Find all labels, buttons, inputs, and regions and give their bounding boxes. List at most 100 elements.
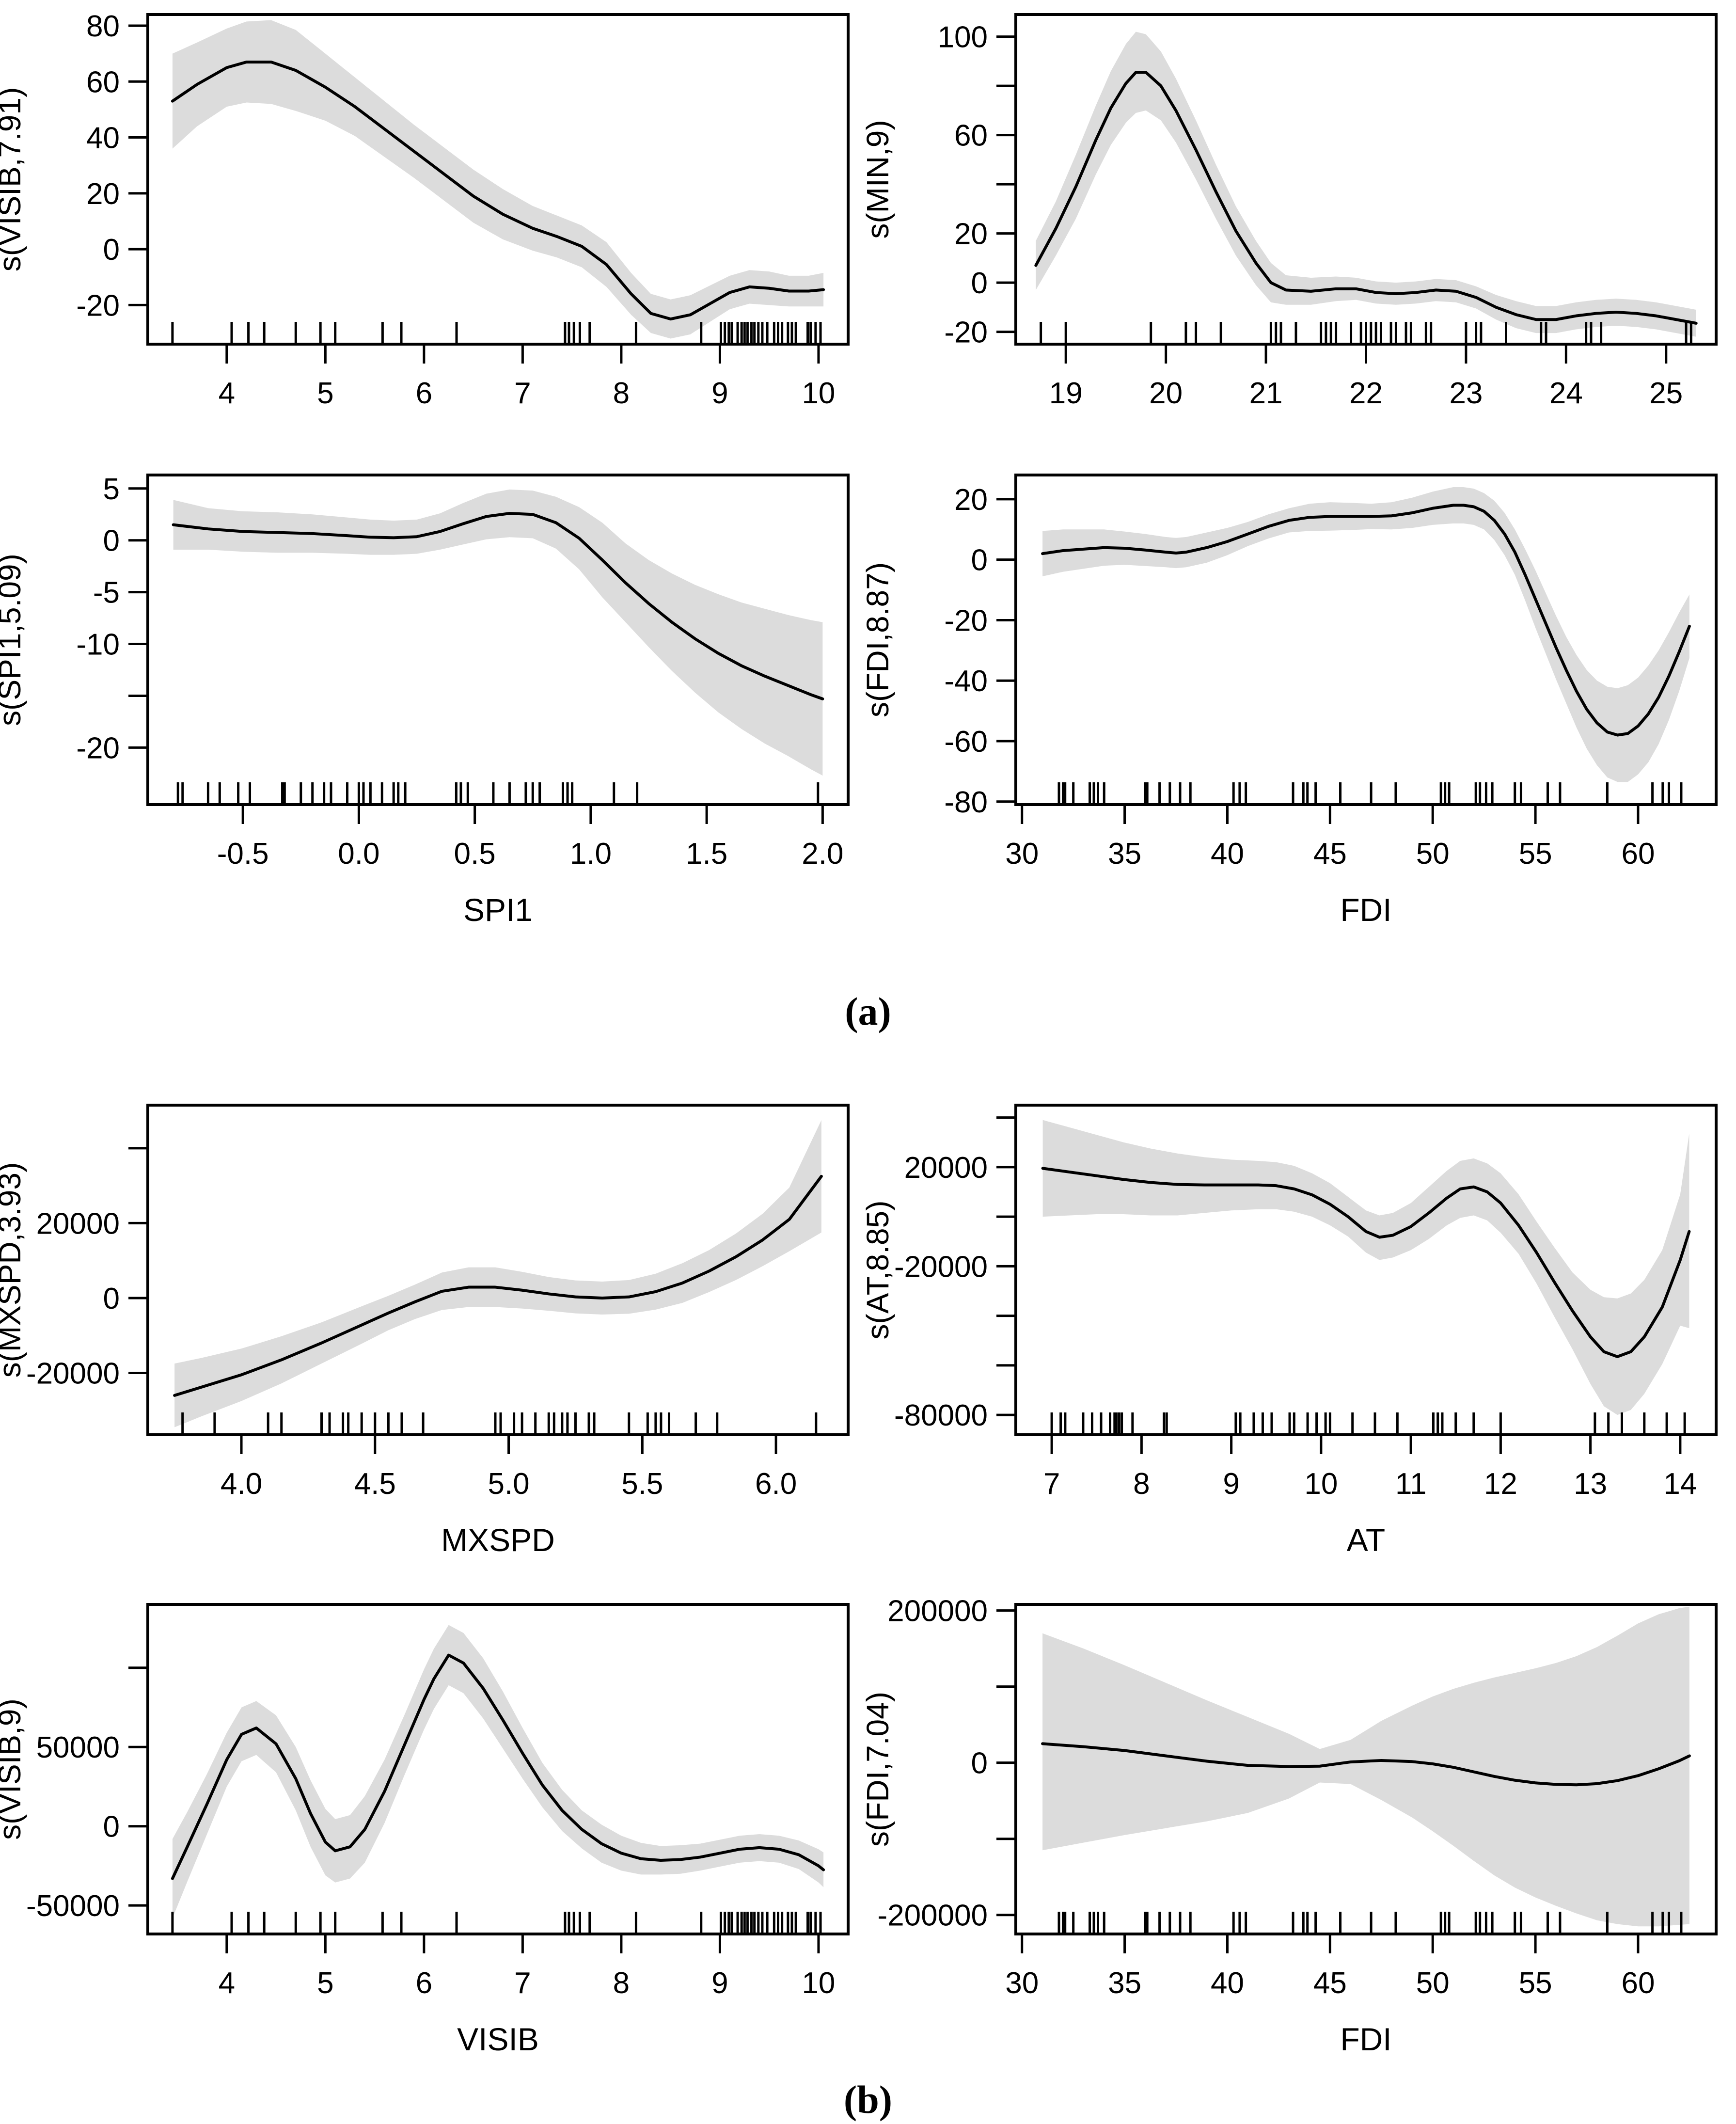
y-tick-label: 20: [86, 177, 120, 211]
y-axis-title: s(FDI,8.87): [860, 562, 895, 717]
y-tick-label: -40: [944, 665, 988, 698]
y-tick-label: 0: [103, 233, 120, 267]
y-tick-label: 5: [103, 473, 120, 506]
plot-box: [1014, 1603, 1718, 1935]
y-tick-label: -10: [76, 628, 120, 662]
rug: [181, 1412, 818, 1433]
rug: [171, 322, 822, 343]
y-tick-label: -200000: [877, 1899, 988, 1933]
plot-mxspd-b: 4.0 4.5 5.0 5.5 6.0 MXSPD -20000 0 20000 s(MXSPD,…: [0, 1104, 850, 1558]
y-tick-label: 80: [86, 10, 120, 43]
plot-box: [1014, 1104, 1718, 1436]
x-tick-label: 0.5: [454, 837, 496, 871]
y-axis: -20 -10 -5 0 5 s(SPI1,5.09): [0, 473, 148, 765]
y-axis: -200000 0 200000 s(FDI,7.04): [860, 1595, 1016, 1933]
x-tick-label: 8: [613, 377, 630, 410]
x-tick-label: 8: [613, 1966, 630, 2000]
y-axis-title: s(MIN,9): [860, 120, 895, 238]
smooth-curve: [171, 60, 825, 321]
smooth-curve: [1041, 1167, 1691, 1358]
y-tick-label: 0: [971, 267, 988, 300]
plot-box: [1014, 474, 1718, 806]
y-axis: -80 -60 -40 -20 0 20 s(FDI,8.87): [860, 483, 1016, 819]
x-axis: 19 20 21 22 23 24 25: [1049, 344, 1683, 410]
x-tick-label: 35: [1108, 837, 1141, 871]
x-tick-label: 21: [1249, 377, 1283, 410]
y-tick-label: 0: [103, 524, 120, 558]
x-axis-title: VISIB: [457, 2021, 539, 2057]
y-tick-label: 0: [971, 544, 988, 577]
y-axis: -80000 -20000 20000 s(AT,8.85): [860, 1116, 1016, 1432]
x-tick-label: 1.5: [686, 837, 727, 871]
rug: [176, 782, 820, 803]
x-tick-label: 12: [1484, 1467, 1517, 1501]
x-tick-label: 55: [1519, 837, 1552, 871]
confidence-band: [1042, 1120, 1689, 1415]
y-tick-label: -5: [93, 576, 120, 610]
x-tick-label: 19: [1049, 377, 1083, 410]
x-tick-label: 45: [1313, 837, 1347, 871]
x-tick-label: 60: [1621, 837, 1655, 871]
y-tick-label: -80: [944, 786, 988, 819]
smooth-curve: [1041, 504, 1691, 737]
confidence-band: [1042, 1606, 1689, 1927]
plot-fdi-b: 30 35 40 45 50 55 60 FDI -200000 0 200000 s(FDI,7.0…: [860, 1595, 1718, 2057]
x-tick-label: 1.0: [570, 837, 612, 871]
y-tick-label: 100: [938, 21, 988, 54]
x-axis-title: FDI: [1340, 892, 1391, 928]
plot-visib-b: 4 5 6 7 8 9 10 VISIB -50000 0 50000 s(VISIB,9): [0, 1603, 850, 2057]
x-axis: 4.0 4.5 5.0 5.5 6.0 MXSPD: [221, 1435, 797, 1558]
y-tick-label: 60: [954, 119, 988, 153]
confidence-band: [174, 1120, 821, 1427]
plot-box: [146, 1603, 850, 1935]
x-tick-label: 50: [1416, 1966, 1450, 2000]
y-axis: -50000 0 50000 s(VISIB,9): [0, 1666, 148, 1923]
x-tick-label: 55: [1519, 1966, 1552, 2000]
rug: [1050, 1412, 1686, 1433]
plot-at-b: 7 8 9 10 11 12 13 14 AT -80000 -20000 20000 s(AT,8.8…: [860, 1104, 1718, 1558]
x-tick-label: 7: [1043, 1467, 1060, 1501]
y-tick-label: 40: [86, 122, 120, 155]
x-tick-label: 35: [1108, 1966, 1141, 2000]
plot-box: [146, 1104, 850, 1436]
plot-spi1-a: -0.5 0.0 0.5 1.0 1.5 2.0 SPI1 -20 -10 -5 0 5 s(SPI1,…: [0, 473, 850, 928]
plot-box: [146, 13, 850, 346]
x-tick-label: 9: [711, 1966, 728, 2000]
y-tick-label: 20000: [36, 1207, 120, 1240]
confidence-band: [1036, 32, 1696, 337]
x-axis: 30 35 40 45 50 55 60 FDI: [1005, 805, 1655, 928]
x-tick-label: 4.5: [354, 1467, 396, 1501]
smooth-curve: [1041, 1742, 1691, 1787]
x-axis-title: MXSPD: [441, 1522, 555, 1558]
smooth-curve: [172, 512, 824, 700]
x-tick-label: 10: [802, 1966, 835, 2000]
y-axis-title: s(MXSPD,3.93): [0, 1162, 27, 1378]
y-axis-title: s(FDI,7.04): [860, 1692, 895, 1847]
y-tick-label: 0: [971, 1747, 988, 1780]
x-tick-label: 13: [1574, 1467, 1607, 1501]
y-tick-label: 20000: [904, 1151, 988, 1185]
caption-b: (b): [843, 2077, 893, 2122]
y-tick-label: -20: [76, 731, 120, 765]
x-tick-label: 0.0: [338, 837, 379, 871]
y-tick-label: 0: [103, 1282, 120, 1316]
x-tick-label: 2.0: [802, 837, 843, 871]
y-tick-label: -20000: [26, 1357, 120, 1391]
rug: [1057, 782, 1683, 803]
x-tick-label: 22: [1349, 377, 1383, 410]
x-axis: 4 5 6 7 8 9 10 VISIB: [219, 1934, 835, 2057]
y-axis-title: s(VISIB,9): [0, 1698, 27, 1840]
y-tick-label: -60: [944, 725, 988, 759]
x-tick-label: 23: [1449, 377, 1483, 410]
y-tick-label: -80000: [894, 1399, 988, 1432]
confidence-band: [172, 20, 824, 339]
x-tick-label: 30: [1005, 837, 1039, 871]
x-tick-label: 24: [1549, 377, 1583, 410]
x-tick-label: 9: [711, 377, 728, 410]
confidence-band: [172, 1625, 824, 1918]
x-tick-label: 60: [1621, 1966, 1655, 2000]
y-axis-title: s(VISIB,7.91): [0, 87, 27, 272]
y-tick-label: 50000: [36, 1731, 120, 1764]
y-tick-label: 60: [86, 65, 120, 99]
